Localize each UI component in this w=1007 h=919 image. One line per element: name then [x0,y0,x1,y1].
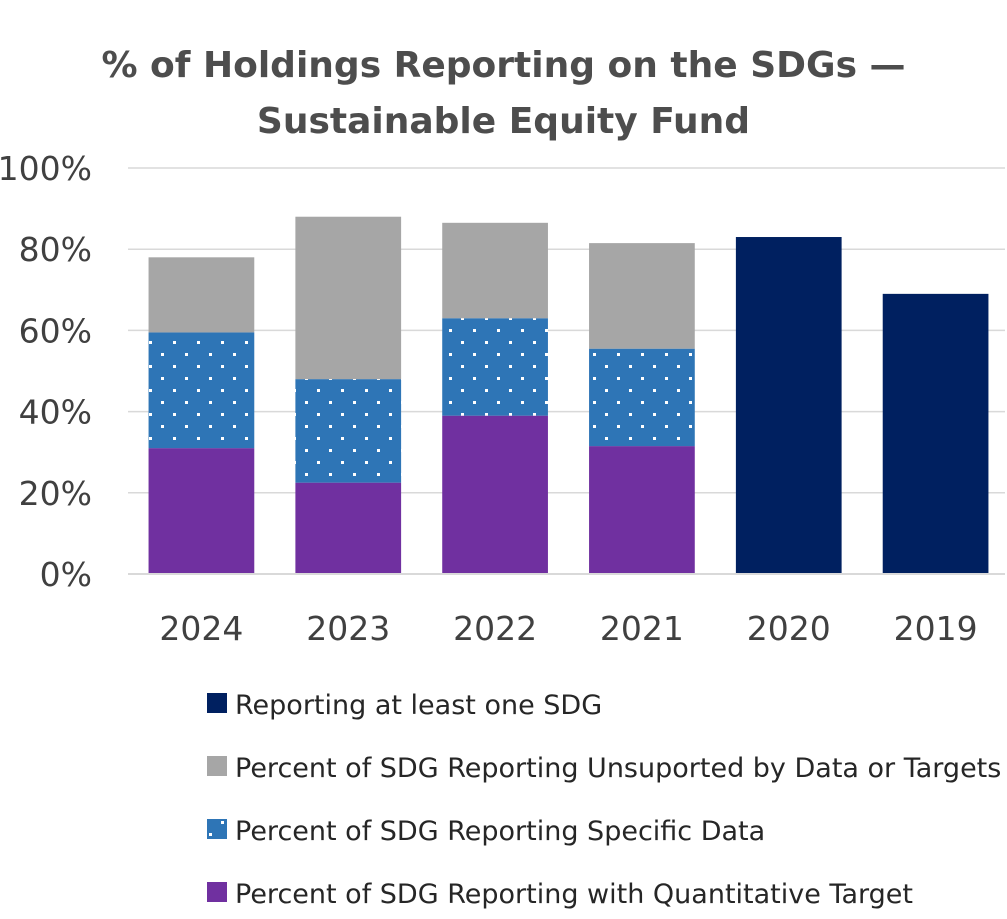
y-tick-label: 100% [0,149,92,188]
bar-2024-percent-of-sdg-reporting-unsuported-by-data-or-targets [148,257,255,333]
legend-label: Percent of SDG Reporting Unsuported by D… [235,753,1001,784]
gridlines [128,167,1005,494]
bars [148,216,989,574]
bar-2023-percent-of-sdg-reporting-with-quantitative-target [295,482,402,574]
x-category-label: 2021 [600,609,684,648]
x-category-label: 2019 [894,609,978,648]
legend-label: Percent of SDG Reporting with Quantitati… [235,879,913,910]
legend-label: Percent of SDG Reporting Specific Data [235,816,765,847]
y-tick-label: 0% [40,555,92,594]
bar-2022-percent-of-sdg-reporting-unsuported-by-data-or-targets [442,222,548,319]
bar-2024-percent-of-sdg-reporting-with-quantitative-target [148,448,255,574]
chart-title: % of Holdings Reporting on the SDGs — Su… [101,45,906,142]
legend-swatch [207,819,227,839]
bar-2023-percent-of-sdg-reporting-unsuported-by-data-or-targets [295,216,402,380]
bar-2024-percent-of-sdg-reporting-specific-data [148,332,255,449]
bar-2022-percent-of-sdg-reporting-specific-data [442,318,548,416]
bar-2021-percent-of-sdg-reporting-unsuported-by-data-or-targets [589,243,695,349]
x-category-label: 2023 [306,609,390,648]
y-tick-label: 60% [19,311,92,350]
x-category-label: 2024 [159,609,243,648]
legend-swatch [207,756,227,776]
x-category-label: 2022 [453,609,537,648]
x-axis-category-labels: 2024 2023 2022 2021 2020 2019 [159,609,977,648]
bar-2021-percent-of-sdg-reporting-specific-data [589,348,695,447]
y-tick-label: 20% [19,474,92,513]
legend-swatch [207,882,227,902]
bar-2023-percent-of-sdg-reporting-specific-data [295,379,402,483]
y-tick-label: 40% [19,393,92,432]
y-axis-tick-labels: 0% 20% 40% 60% 80% 100% [0,149,92,594]
legend-label: Reporting at least one SDG [235,690,602,721]
x-category-label: 2020 [747,609,831,648]
y-tick-label: 80% [19,230,92,269]
bar-2020-reporting-at-least-one-sdg [735,237,842,574]
legend: Reporting at least one SDG Percent of SDG… [207,690,1001,910]
bar-2019-reporting-at-least-one-sdg [882,293,989,574]
legend-swatch [207,693,227,713]
bar-2021-percent-of-sdg-reporting-with-quantitative-target [589,446,695,574]
bar-2022-percent-of-sdg-reporting-with-quantitative-target [442,415,548,574]
